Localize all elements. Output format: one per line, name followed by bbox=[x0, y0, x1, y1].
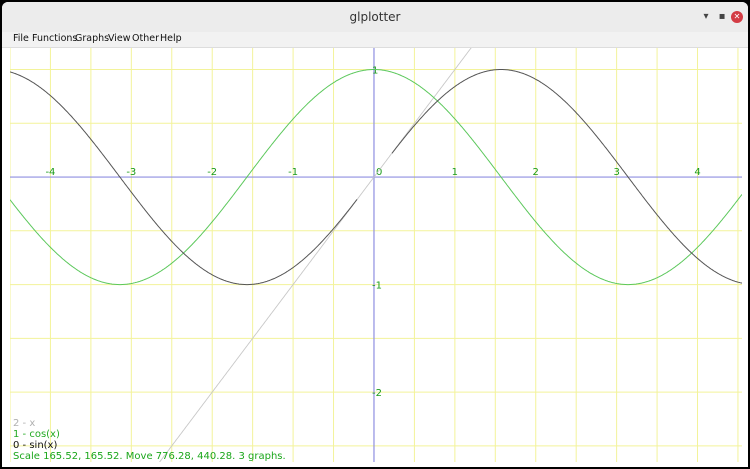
legend-item-sin[interactable]: 0 - sin(x) bbox=[13, 440, 60, 451]
status-line: Scale 165.52, 165.52. Move 776.28, 440.2… bbox=[13, 451, 286, 462]
legend-label: 0 - sin(x) bbox=[13, 440, 58, 451]
x-tick-label: -2 bbox=[207, 167, 217, 178]
legend-item-x[interactable]: 2 - x bbox=[13, 418, 60, 429]
menu-view[interactable]: View bbox=[108, 33, 131, 44]
window-title: glplotter bbox=[349, 10, 401, 24]
x-tick-label: 2 bbox=[533, 167, 539, 178]
x-tick-label: 0 bbox=[376, 167, 382, 178]
x-tick-label: -3 bbox=[126, 167, 136, 178]
function-curve-sin bbox=[10, 69, 742, 286]
menu-graphs[interactable]: Graphs bbox=[75, 33, 110, 44]
x-tick-label: -1 bbox=[288, 167, 298, 178]
menu-help[interactable]: Help bbox=[160, 33, 182, 44]
y-tick-label: 1 bbox=[372, 66, 378, 77]
x-tick-label: 3 bbox=[613, 167, 619, 178]
y-tick-label: -2 bbox=[372, 388, 382, 399]
menu-other[interactable]: Other bbox=[132, 33, 159, 44]
menu-functions[interactable]: Functions bbox=[32, 33, 78, 44]
x-tick-label: 4 bbox=[694, 167, 700, 178]
menu-bar: File Functions Graphs View Other Help bbox=[2, 32, 748, 48]
close-icon[interactable]: ✕ bbox=[731, 11, 743, 23]
x-tick-label: 1 bbox=[452, 167, 458, 178]
function-curve-x bbox=[159, 48, 472, 462]
maximize-icon[interactable]: ▪ bbox=[718, 11, 726, 22]
legend-item-cos[interactable]: 1 - cos(x) bbox=[13, 429, 60, 440]
function-curve-cos bbox=[10, 69, 742, 286]
function-legend: 2 - x 1 - cos(x) 0 - sin(x) bbox=[13, 418, 60, 451]
legend-label: 1 - cos(x) bbox=[13, 429, 60, 440]
menu-file[interactable]: File bbox=[13, 33, 29, 44]
x-tick-label: -4 bbox=[45, 167, 55, 178]
title-bar[interactable]: glplotter ▾ ▪ ✕ bbox=[2, 2, 748, 33]
minimize-icon[interactable]: ▾ bbox=[703, 11, 709, 22]
legend-label: 2 - x bbox=[13, 418, 36, 429]
y-tick-label: -1 bbox=[372, 281, 382, 292]
